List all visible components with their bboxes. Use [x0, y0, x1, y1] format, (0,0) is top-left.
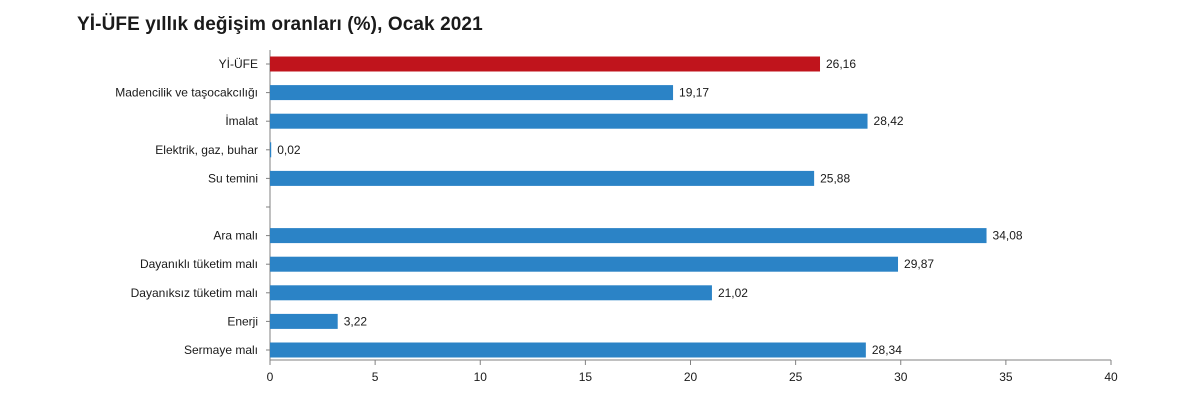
- x-tick-label: 30: [894, 370, 908, 384]
- data-label: 29,87: [904, 257, 934, 271]
- bar: [270, 285, 712, 301]
- data-label: 26,16: [826, 57, 856, 71]
- category-label: Dayanıksız tüketim malı: [131, 286, 258, 300]
- category-label: Madencilik ve taşocakcılığı: [115, 86, 258, 100]
- bar: [270, 113, 868, 129]
- x-tick-label: 20: [684, 370, 698, 384]
- data-label: 28,42: [874, 114, 904, 128]
- category-label: Sermaye malı: [184, 343, 258, 357]
- x-tick-label: 15: [579, 370, 593, 384]
- category-label: Ara malı: [213, 229, 258, 243]
- x-tick-label: 25: [789, 370, 803, 384]
- bar: [270, 256, 899, 272]
- chart-title: Yİ-ÜFE yıllık değişim oranları (%), Ocak…: [77, 14, 483, 35]
- bar: [270, 56, 821, 72]
- data-label: 34,08: [993, 229, 1023, 243]
- category-label: Dayanıklı tüketim malı: [140, 257, 258, 271]
- data-label: 28,34: [872, 343, 902, 357]
- category-label: İmalat: [225, 114, 258, 128]
- bar: [270, 142, 272, 158]
- x-tick-label: 35: [999, 370, 1013, 384]
- x-tick-label: 0: [267, 370, 274, 384]
- category-label: Su temini: [208, 171, 258, 185]
- category-label: Enerji: [227, 314, 258, 328]
- bar: [270, 85, 674, 101]
- x-tick-label: 5: [372, 370, 379, 384]
- x-tick-label: 40: [1104, 370, 1118, 384]
- data-label: 21,02: [718, 286, 748, 300]
- bar: [270, 228, 987, 244]
- category-label: Yİ-ÜFE: [219, 57, 258, 71]
- data-label: 25,88: [820, 171, 850, 185]
- bar: [270, 342, 866, 358]
- data-label: 19,17: [679, 86, 709, 100]
- category-label: Elektrik, gaz, buhar: [155, 143, 258, 157]
- bar: [270, 313, 338, 329]
- x-tick-label: 10: [474, 370, 488, 384]
- bar: [270, 170, 815, 186]
- data-label: 3,22: [344, 314, 368, 328]
- data-label: 0,02: [277, 143, 301, 157]
